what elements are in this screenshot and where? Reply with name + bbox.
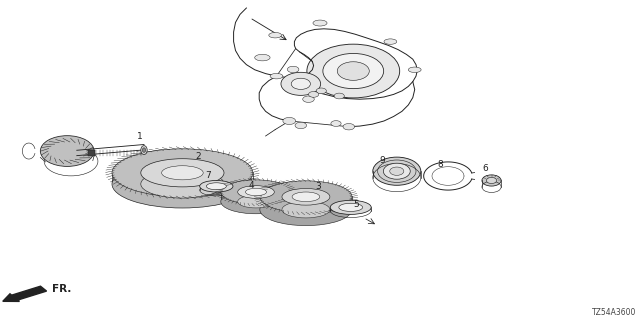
Ellipse shape: [408, 67, 421, 72]
Ellipse shape: [316, 88, 326, 94]
Ellipse shape: [486, 177, 497, 183]
Ellipse shape: [383, 163, 410, 179]
Ellipse shape: [260, 181, 352, 213]
Text: 9: 9: [380, 156, 385, 165]
Ellipse shape: [384, 39, 397, 44]
Ellipse shape: [40, 136, 94, 166]
Ellipse shape: [237, 195, 275, 208]
Ellipse shape: [291, 78, 310, 90]
Ellipse shape: [295, 122, 307, 129]
Ellipse shape: [112, 149, 253, 197]
Ellipse shape: [283, 117, 296, 124]
Ellipse shape: [141, 170, 224, 198]
Ellipse shape: [287, 66, 299, 73]
Ellipse shape: [323, 53, 384, 89]
Text: 3: 3: [316, 182, 321, 191]
Ellipse shape: [390, 167, 404, 175]
Ellipse shape: [221, 189, 291, 214]
Ellipse shape: [372, 157, 421, 185]
Ellipse shape: [237, 186, 275, 198]
Ellipse shape: [282, 201, 330, 218]
Ellipse shape: [292, 192, 320, 202]
Ellipse shape: [141, 159, 224, 187]
Ellipse shape: [303, 96, 314, 102]
Ellipse shape: [112, 160, 253, 208]
Ellipse shape: [221, 180, 291, 204]
Ellipse shape: [206, 183, 227, 190]
Text: 8: 8: [438, 160, 443, 169]
Ellipse shape: [313, 20, 327, 26]
Text: 7: 7: [205, 172, 211, 180]
Ellipse shape: [343, 124, 355, 130]
Ellipse shape: [260, 194, 352, 226]
Ellipse shape: [330, 200, 371, 214]
Ellipse shape: [339, 203, 363, 212]
Text: 5: 5: [353, 200, 358, 209]
Text: FR.: FR.: [52, 284, 72, 294]
Ellipse shape: [200, 180, 233, 192]
Ellipse shape: [331, 121, 341, 126]
Ellipse shape: [270, 73, 283, 79]
Ellipse shape: [141, 146, 147, 155]
Ellipse shape: [281, 72, 321, 95]
Ellipse shape: [269, 32, 282, 38]
Ellipse shape: [308, 92, 319, 97]
Ellipse shape: [334, 93, 344, 99]
Ellipse shape: [282, 188, 330, 205]
Ellipse shape: [161, 166, 204, 180]
Text: 1: 1: [137, 132, 142, 141]
Ellipse shape: [246, 188, 267, 196]
FancyBboxPatch shape: [88, 150, 95, 156]
Text: 2: 2: [196, 152, 201, 161]
Ellipse shape: [255, 54, 270, 61]
Ellipse shape: [482, 175, 501, 186]
Text: 4: 4: [248, 181, 253, 190]
Ellipse shape: [337, 62, 369, 80]
Text: 6: 6: [483, 164, 488, 173]
Text: TZ54A3600: TZ54A3600: [593, 308, 637, 317]
FancyArrow shape: [3, 286, 47, 301]
Ellipse shape: [143, 148, 146, 152]
Ellipse shape: [307, 44, 400, 98]
